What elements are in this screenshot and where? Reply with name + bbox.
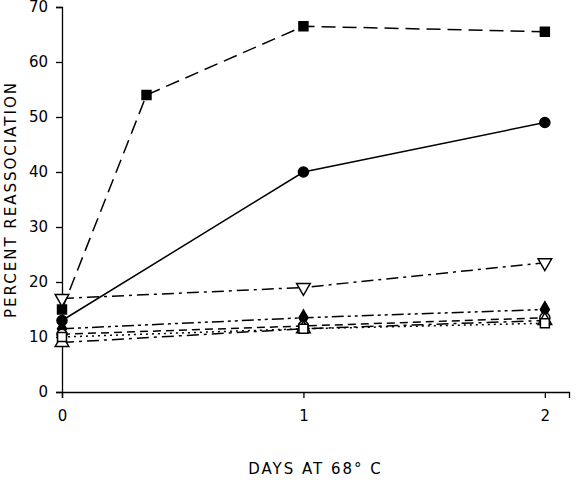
y-tick-label: 30 bbox=[29, 218, 48, 236]
y-tick: 40 bbox=[29, 163, 62, 181]
y-tick-mark bbox=[56, 282, 62, 283]
series-line bbox=[62, 263, 545, 299]
y-tick: 20 bbox=[29, 273, 62, 291]
y-tick: 50 bbox=[29, 108, 62, 126]
x-tick-label: 2 bbox=[541, 407, 551, 425]
x-axis-title: DAYS AT 68° C bbox=[248, 460, 383, 478]
series-marker bbox=[55, 295, 69, 307]
x-tick-label: 0 bbox=[58, 407, 68, 425]
y-tick-label: 10 bbox=[29, 328, 48, 346]
series-marker bbox=[540, 117, 550, 127]
series-marker bbox=[299, 22, 308, 31]
y-tick-mark bbox=[56, 227, 62, 228]
series-line bbox=[62, 26, 545, 309]
series-marker bbox=[538, 259, 552, 271]
y-tick-mark bbox=[56, 117, 62, 118]
marks bbox=[55, 22, 551, 347]
y-tick-mark bbox=[56, 62, 62, 63]
y-tick: 70 bbox=[29, 0, 62, 16]
y-tick-label: 70 bbox=[29, 0, 48, 16]
y-tick-label: 40 bbox=[29, 163, 48, 181]
y-tick-label: 50 bbox=[29, 108, 48, 126]
series-marker bbox=[540, 319, 549, 328]
chart: 012010203040506070DAYS AT 68° CPERCENT R… bbox=[0, 0, 584, 486]
series-marker bbox=[142, 91, 151, 100]
x-axis-line bbox=[63, 393, 570, 399]
series-marker bbox=[540, 27, 549, 36]
y-tick: 30 bbox=[29, 218, 62, 236]
x-tick-mark bbox=[545, 392, 546, 398]
y-tick: 60 bbox=[29, 53, 62, 71]
series-marker bbox=[299, 324, 308, 333]
x-axis: 0 1 2 bbox=[58, 392, 570, 425]
y-tick-label: 0 bbox=[38, 383, 48, 401]
plot: 012010203040506070 bbox=[29, 0, 570, 425]
series-line bbox=[62, 321, 545, 343]
x-tick: 0 bbox=[58, 392, 68, 425]
series-marker bbox=[298, 167, 308, 177]
x-tick: 1 bbox=[299, 392, 309, 425]
series-marker bbox=[297, 284, 311, 296]
x-tick: 2 bbox=[541, 392, 551, 425]
y-axis-title: PERCENT REASSOCIATION bbox=[2, 81, 20, 318]
series-line bbox=[62, 323, 545, 337]
y-tick: 0 bbox=[38, 383, 62, 401]
y-tick-label: 20 bbox=[29, 273, 48, 291]
x-tick-mark bbox=[303, 392, 304, 398]
y-tick-mark bbox=[56, 7, 62, 8]
y-tick-mark bbox=[56, 172, 62, 173]
y-tick-label: 60 bbox=[29, 53, 48, 71]
y-tick-mark bbox=[56, 392, 62, 393]
x-tick-label: 1 bbox=[299, 407, 309, 425]
series-marker bbox=[58, 333, 67, 342]
series-line bbox=[62, 123, 545, 321]
series-marker bbox=[297, 321, 311, 333]
series-line bbox=[62, 318, 545, 335]
